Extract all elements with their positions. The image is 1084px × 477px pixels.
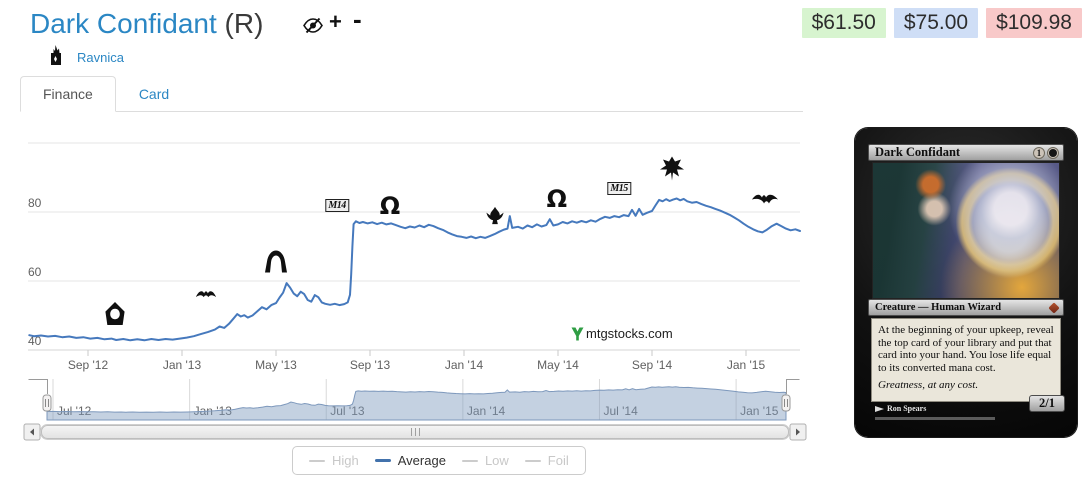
fine-print [875, 417, 995, 420]
tab-card[interactable]: Card [138, 86, 170, 102]
x-axis-label: Sep '13 [350, 358, 391, 372]
navigator-outline-right [786, 379, 800, 394]
card-image: Dark Confidant 1 Creature — Human Wizard… [855, 128, 1077, 437]
chart-legend: High Average Low Foil [292, 446, 586, 475]
mana-cost: 1 [1033, 146, 1059, 159]
legend-dash-foil [524, 459, 541, 462]
remove-from-watchlist-button[interactable]: - [353, 4, 362, 34]
legend-dash-low [461, 459, 478, 462]
x-axis-label: May '14 [537, 358, 579, 372]
watch-eye-slash-icon[interactable] [303, 17, 323, 39]
ravnica-set-symbol-icon [1048, 301, 1060, 314]
x-axis-label: Jan '14 [445, 358, 484, 372]
brush-icon [875, 405, 884, 412]
legend-item-foil[interactable]: Foil [524, 453, 569, 468]
mtgstocks-logo-icon [571, 327, 584, 340]
card-name-link[interactable]: Dark Confidant [30, 8, 217, 39]
tab-bar: Finance Card [20, 76, 803, 112]
x-axis-label: May '13 [255, 358, 297, 372]
scrollbar-right-button[interactable] [789, 423, 807, 441]
power-toughness: 2/1 [1029, 395, 1065, 412]
m14-icon: M14 [325, 195, 349, 213]
fate-reforged-icon [751, 191, 779, 211]
tab-finance[interactable]: Finance [20, 76, 116, 112]
card-text-box: At the beginning of your upkeep, reveal … [871, 318, 1061, 402]
navigator-label: Jan '15 [740, 404, 779, 418]
born-of-the-gods-icon [484, 205, 505, 231]
card-rules-text: At the beginning of your upkeep, reveal … [878, 324, 1054, 374]
legend-item-average[interactable]: Average [374, 453, 446, 468]
legend-item-high[interactable]: High [309, 453, 359, 468]
artist-credit: Ron Spears [875, 404, 926, 413]
navigator-label: Jul '13 [330, 404, 365, 418]
journey-into-nyx-icon: Ω [546, 184, 568, 213]
m15-icon: M15 [607, 178, 631, 196]
price-badges: $61.50 $75.00 $109.98 [801, 8, 1082, 38]
navigator-label: Jul '12 [57, 404, 92, 418]
y-axis-label-60: 60 [28, 265, 42, 279]
rarity-label: (R) [224, 8, 264, 39]
navigator-label: Jul '14 [603, 404, 638, 418]
return-to-ravnica-icon [104, 301, 127, 331]
navigator-handle-right[interactable] [781, 394, 791, 412]
watermark: mtgstocks.com [571, 326, 673, 341]
generic-mana-icon: 1 [1033, 146, 1045, 159]
black-mana-icon [1047, 146, 1059, 159]
price-low-badge: $61.50 [801, 8, 886, 38]
ravnica-set-icon [48, 44, 63, 71]
add-to-watchlist-button[interactable]: + [329, 9, 342, 34]
x-axis-label: Jan '15 [727, 358, 766, 372]
navigator-label: Jan '13 [194, 404, 233, 418]
page-title: Dark Confidant (R) [30, 8, 263, 40]
scrollbar-left-button[interactable] [23, 423, 41, 441]
theros-icon: Ω [379, 192, 401, 221]
y-axis-label-80: 80 [28, 196, 42, 210]
price-high-badge: $109.98 [986, 8, 1082, 38]
dragons-maze-icon [263, 250, 290, 279]
navigator-label: Jan '14 [467, 404, 506, 418]
navigator-outline-left [28, 379, 48, 394]
x-axis-label: Sep '12 [68, 358, 109, 372]
set-link-ravnica[interactable]: Ravnica [77, 50, 124, 65]
x-axis-label: Sep '14 [632, 358, 673, 372]
legend-item-low[interactable]: Low [461, 453, 509, 468]
gatecrash-icon [195, 286, 217, 304]
legend-dash-high [309, 459, 325, 462]
card-flavor-text: Greatness, at any cost. [878, 379, 979, 391]
card-art [872, 162, 1060, 299]
scrollbar-thumb[interactable] [41, 425, 789, 439]
average-price-line[interactable] [28, 197, 801, 342]
card-type-line: Creature — Human Wizard [875, 302, 1002, 313]
watermark-text: mtgstocks.com [586, 326, 673, 341]
khans-of-tarkir-icon [658, 155, 685, 186]
x-axis-label: Jan '13 [163, 358, 202, 372]
price-average-badge: $75.00 [893, 8, 979, 38]
card-title: Dark Confidant [875, 145, 961, 159]
navigator-handle-left[interactable] [42, 394, 52, 412]
legend-dash-average [374, 459, 391, 462]
navigator-area-series [46, 386, 787, 421]
